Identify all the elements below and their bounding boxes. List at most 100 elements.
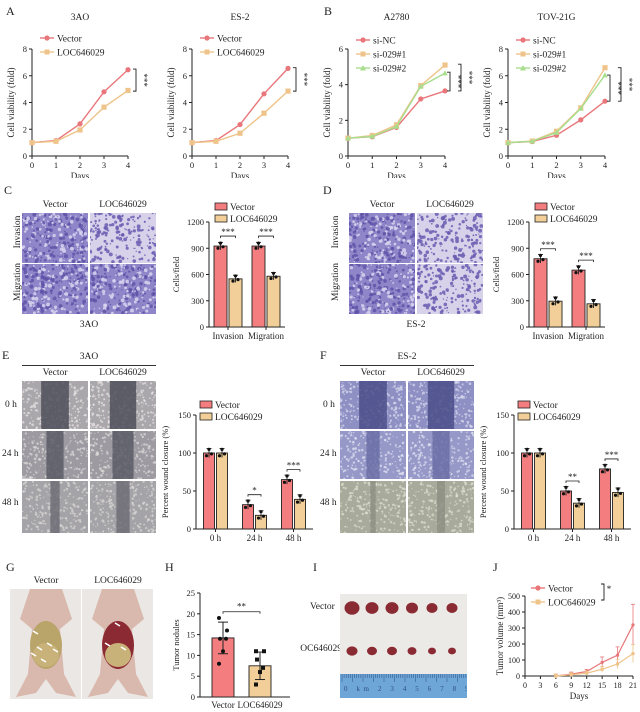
- replicate-point: [274, 275, 278, 279]
- cell: [143, 465, 147, 468]
- cell: [54, 215, 57, 218]
- cell: [419, 449, 421, 452]
- cell: [474, 299, 476, 301]
- replicate-point: [577, 497, 581, 502]
- cell: [352, 216, 356, 220]
- cell: [387, 257, 392, 262]
- cell: [429, 458, 433, 461]
- cell: [404, 523, 406, 527]
- cell: [431, 286, 436, 290]
- cell: [143, 284, 146, 286]
- cell: [404, 501, 406, 503]
- cell: [372, 306, 374, 308]
- cell: [135, 455, 139, 458]
- cell: [36, 290, 38, 293]
- x-tick-label: 3: [419, 160, 423, 170]
- cell: [407, 267, 410, 269]
- cell: [395, 445, 397, 448]
- cell: [466, 469, 468, 471]
- cell: [27, 526, 30, 528]
- cell: [404, 387, 406, 389]
- cell: [417, 441, 419, 443]
- cell: [92, 444, 95, 447]
- cell: [450, 238, 454, 242]
- legend-marker: [204, 35, 210, 41]
- cell: [134, 510, 138, 514]
- cell: [145, 454, 148, 457]
- cell: [418, 239, 423, 244]
- cell: [400, 414, 403, 417]
- cell: [111, 222, 115, 227]
- cell: [75, 417, 77, 419]
- cell: [476, 277, 478, 279]
- cell: [22, 490, 25, 493]
- cell: [341, 510, 343, 513]
- cell: [90, 426, 93, 429]
- cell: [354, 223, 357, 226]
- cell: [129, 231, 131, 233]
- cell: [64, 254, 68, 259]
- cell: [35, 503, 38, 506]
- cell: [371, 242, 375, 246]
- cell: [93, 312, 96, 314]
- cell: [33, 449, 36, 452]
- cell: [419, 464, 422, 467]
- cell: [394, 227, 398, 231]
- cell: [76, 433, 78, 435]
- cell: [83, 501, 85, 503]
- cell: [340, 426, 343, 429]
- cell: [22, 510, 24, 513]
- cell: [352, 242, 356, 246]
- cell: [44, 522, 47, 525]
- cell: [104, 233, 108, 237]
- cell: [147, 274, 150, 277]
- cell: [470, 242, 475, 246]
- cell: [136, 216, 140, 220]
- data-point: [125, 87, 131, 94]
- cell: [407, 213, 411, 216]
- cell: [35, 392, 38, 395]
- cell: [102, 414, 105, 416]
- cell: [152, 503, 156, 507]
- cell: [142, 299, 146, 303]
- cell: [362, 228, 365, 231]
- cell: [22, 281, 25, 285]
- cell: [399, 230, 403, 233]
- cell: [141, 450, 145, 454]
- cell: [373, 245, 377, 249]
- cell: [386, 392, 389, 395]
- cell: [69, 441, 71, 443]
- cell: [387, 254, 390, 257]
- cell: [90, 282, 91, 285]
- cell: [24, 445, 27, 448]
- cell: [462, 463, 465, 466]
- cell: [349, 238, 352, 243]
- cell: [146, 450, 148, 452]
- cell: [143, 268, 148, 273]
- replicate-point: [522, 454, 527, 458]
- cell: [92, 267, 95, 271]
- cell: [356, 407, 359, 410]
- replicate-point: [556, 300, 560, 304]
- cell: [25, 427, 29, 429]
- cell: [95, 451, 99, 455]
- x-tick-label: 2: [394, 160, 398, 170]
- cell: [400, 241, 404, 245]
- cell: [462, 308, 465, 311]
- cell: [350, 499, 353, 502]
- cell: [59, 233, 63, 237]
- cell: [398, 458, 402, 462]
- cell: [101, 453, 103, 455]
- cell: [110, 484, 112, 486]
- cell: [452, 463, 455, 465]
- cell: [39, 443, 42, 446]
- cell: [55, 260, 58, 263]
- cell: [400, 521, 402, 523]
- cell: [131, 497, 135, 500]
- cell: [130, 308, 134, 313]
- cell: [428, 456, 430, 458]
- e-image-vector-24h: [22, 431, 88, 479]
- cell: [418, 437, 421, 440]
- cell: [405, 292, 409, 296]
- cell: [459, 253, 463, 257]
